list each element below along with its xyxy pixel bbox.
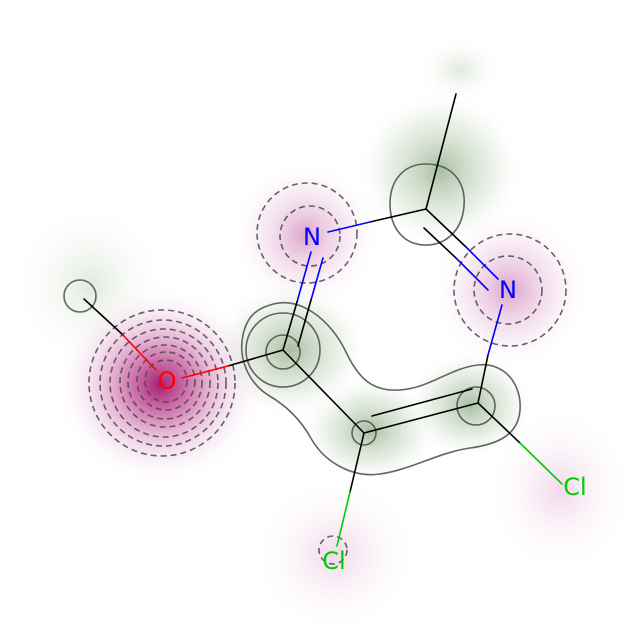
contour-c4 [456, 386, 496, 426]
atom-label-cl4: Cl [563, 473, 586, 501]
atom-label-n3: N [499, 276, 517, 304]
bonds [83, 93, 563, 547]
bond-c4-cl-cl [519, 442, 563, 485]
contour-o-1 [88, 309, 236, 457]
atom-labels: N N O Cl Cl [158, 223, 587, 575]
contour-o-5 [127, 344, 203, 420]
contour-n3-inner [473, 255, 543, 325]
atom-label-o: O [158, 367, 177, 395]
contour-n1-inner [279, 205, 341, 267]
contour-o-6 [136, 351, 196, 411]
bond-n1-c6-n2nd [310, 257, 324, 301]
contour-c5 [351, 420, 377, 446]
bond-c2-n3-n [465, 246, 499, 280]
contour-c2 [389, 163, 465, 246]
contour-o-3 [109, 328, 219, 438]
bond-n1-c6-c2nd [297, 299, 312, 347]
bond-c2-n3-c2nd [423, 227, 457, 259]
bond-c5-c4-2nd [371, 388, 473, 417]
bond-c2-n3-n2nd [455, 257, 489, 291]
bond-o-h-h [83, 298, 123, 335]
bond-c2-n3-c [425, 208, 467, 248]
bond-c6-c5 [282, 349, 365, 434]
bond-n1-c6-c [282, 301, 298, 351]
contour-o-4 [119, 336, 211, 428]
contour-n3-outer [453, 233, 567, 347]
bond-c2-n1-n [327, 221, 371, 233]
bond-c5-c4 [363, 402, 479, 434]
contour-o-2 [99, 319, 227, 447]
bond-c5-cl-cl [336, 491, 351, 547]
bond-c6-o-o [181, 365, 229, 379]
contour-h [63, 279, 97, 313]
bond-c4-n3-c [477, 354, 489, 404]
contour-c6 [245, 312, 321, 388]
bond-ch3-c2 [425, 93, 457, 210]
bond-o-h-o [121, 333, 157, 371]
bond-c2-n1-c [369, 208, 427, 223]
bond-c6-o-c [227, 349, 284, 367]
bond-c4-cl-c [477, 402, 521, 444]
positive-contours [63, 163, 521, 476]
contour-o-7 [144, 359, 188, 403]
contour-cl5 [318, 535, 348, 565]
bond-n1-c6-n [296, 251, 312, 303]
bond-c4-n3-n [487, 304, 503, 356]
bond-c5-cl-c [349, 432, 365, 493]
field-shading [10, 35, 635, 635]
atom-label-cl5: Cl [322, 547, 345, 575]
negative-contours [88, 182, 567, 565]
atom-label-n1: N [303, 223, 321, 251]
contour-n1-outer [256, 182, 358, 284]
contour-c6-inner [265, 334, 301, 370]
contour-ring-carbons [241, 302, 521, 476]
